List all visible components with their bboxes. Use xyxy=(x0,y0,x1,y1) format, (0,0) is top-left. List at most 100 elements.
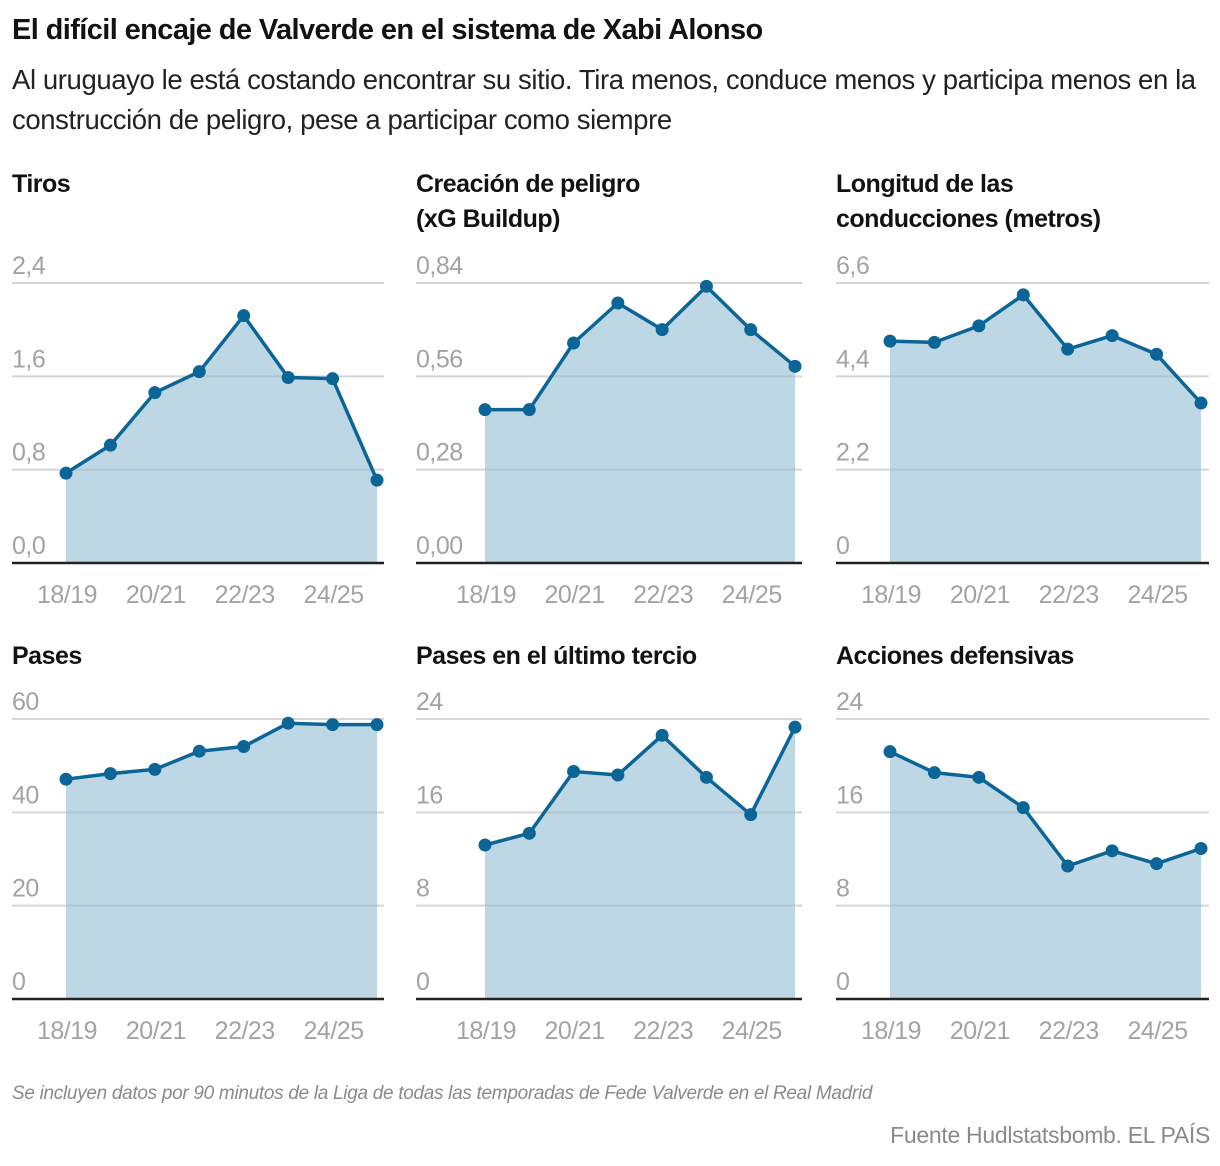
series-line xyxy=(485,284,797,412)
area-fill xyxy=(890,294,1201,563)
series-line xyxy=(889,750,1202,868)
data-point-18-19 xyxy=(883,334,897,348)
x-tick-label: 24/25 xyxy=(1128,1017,1188,1045)
data-point-22-23 xyxy=(655,728,669,742)
y-tick-label: 60 xyxy=(12,688,39,716)
data-point-18-19 xyxy=(59,466,73,480)
data-point-20-21 xyxy=(972,770,986,784)
data-point-19-20 xyxy=(103,438,117,452)
x-tick-label: 20/21 xyxy=(545,1017,605,1045)
x-tick-label: 18/19 xyxy=(37,581,97,609)
data-point-23-24 xyxy=(281,371,295,384)
data-point-25-26 xyxy=(370,718,384,732)
x-tick-label: 18/19 xyxy=(861,1017,921,1045)
y-tick-label: 0,0 xyxy=(12,532,45,560)
x-tick-label: 20/21 xyxy=(950,1017,1010,1045)
y-tick-label: 0,84 xyxy=(416,252,463,280)
data-point-21-22 xyxy=(192,365,206,379)
data-point-21-22 xyxy=(192,744,206,758)
x-tick-label: 18/19 xyxy=(37,1017,97,1045)
panel-title-tiros: Tiros xyxy=(12,170,71,198)
data-point-19-20 xyxy=(522,826,536,840)
data-point-20-21 xyxy=(972,319,986,333)
data-point-18-19 xyxy=(478,838,492,852)
source-credit: Fuente Hudlstatsbomb. EL PAÍS xyxy=(890,1122,1210,1148)
data-point-18-19 xyxy=(59,772,73,786)
data-point-25-26 xyxy=(788,720,802,734)
x-tick-label: 24/25 xyxy=(1128,581,1188,609)
data-point-20-21 xyxy=(567,765,581,778)
series-line xyxy=(484,726,797,847)
data-point-25-26 xyxy=(370,473,384,487)
chart-subtitle: Al uruguayo le está costando encontrar s… xyxy=(12,64,1196,135)
panel-title-longitud-conducciones: Longitud de las conducciones (metros) xyxy=(836,170,1101,233)
y-tick-label: 24 xyxy=(416,688,443,716)
y-tick-label: 20 xyxy=(12,875,39,903)
x-tick-label: 22/23 xyxy=(633,1017,693,1045)
data-point-24-25 xyxy=(1150,857,1164,871)
data-point-19-20 xyxy=(927,766,941,780)
x-tick-label: 24/25 xyxy=(304,1017,364,1045)
data-point-22-23 xyxy=(237,740,251,754)
x-tick-label: 24/25 xyxy=(304,581,364,609)
data-point-20-21 xyxy=(148,386,162,400)
y-tick-label: 6,6 xyxy=(836,252,869,280)
x-tick-label: 22/23 xyxy=(1039,581,1099,609)
chart-title: El difícil encaje de Valverde en el sist… xyxy=(12,14,763,46)
panel-title-xg-buildup: Creación de peligro (xG Buildup) xyxy=(416,170,640,233)
y-tick-label: 0,56 xyxy=(416,345,463,373)
x-tick-label: 20/21 xyxy=(126,1017,186,1045)
area-fill xyxy=(485,727,795,999)
y-tick-label: 0,00 xyxy=(416,532,463,560)
y-tick-label: 16 xyxy=(836,781,863,809)
data-point-24-25 xyxy=(744,808,758,822)
data-point-22-23 xyxy=(237,309,251,323)
y-tick-label: 0 xyxy=(416,968,429,996)
data-point-24-25 xyxy=(744,323,758,337)
x-tick-label: 22/23 xyxy=(633,581,693,609)
y-tick-label: 16 xyxy=(416,781,443,809)
data-point-24-25 xyxy=(1150,347,1164,361)
y-tick-label: 2,2 xyxy=(836,439,869,467)
data-point-23-24 xyxy=(699,279,713,293)
y-tick-label: 24 xyxy=(836,688,863,716)
data-point-21-22 xyxy=(1016,801,1030,815)
y-tick-label: 0,28 xyxy=(416,439,463,467)
data-point-23-24 xyxy=(1105,329,1119,343)
data-point-21-22 xyxy=(1016,288,1030,302)
data-point-21-22 xyxy=(611,296,625,310)
data-point-25-26 xyxy=(1194,396,1208,410)
x-tick-label: 20/21 xyxy=(545,581,605,609)
area-fill xyxy=(66,315,377,563)
data-point-23-24 xyxy=(281,716,295,730)
y-tick-label: 0,8 xyxy=(12,439,45,467)
y-tick-label: 0 xyxy=(836,968,849,996)
series-line xyxy=(65,721,377,781)
x-tick-label: 18/19 xyxy=(456,1017,516,1045)
y-tick-label: 2,4 xyxy=(12,252,46,280)
x-tick-label: 22/23 xyxy=(215,1017,275,1045)
y-tick-label: 40 xyxy=(12,781,39,809)
y-tick-label: 0 xyxy=(12,968,25,996)
data-point-22-23 xyxy=(1061,859,1075,873)
x-tick-label: 24/25 xyxy=(722,1017,782,1045)
footnote: Se incluyen datos por 90 minutos de la L… xyxy=(12,1083,873,1104)
x-tick-label: 18/19 xyxy=(861,581,921,609)
data-point-19-20 xyxy=(927,335,941,349)
y-tick-label: 8 xyxy=(416,875,429,903)
data-point-20-21 xyxy=(567,336,581,350)
data-point-24-25 xyxy=(326,372,340,386)
data-point-20-21 xyxy=(148,762,162,776)
data-point-23-24 xyxy=(1105,844,1119,858)
y-tick-label: 1,6 xyxy=(12,345,45,373)
y-tick-label: 8 xyxy=(836,875,849,903)
panel-title-pases-ultimo-tercio: Pases en el último tercio xyxy=(416,642,697,670)
x-tick-label: 22/23 xyxy=(1039,1017,1099,1045)
series-line xyxy=(889,293,1203,405)
area-fill xyxy=(66,723,377,999)
x-tick-label: 18/19 xyxy=(456,581,516,609)
data-point-22-23 xyxy=(655,323,669,337)
data-point-19-20 xyxy=(522,403,536,417)
area-fill xyxy=(485,286,795,563)
data-point-18-19 xyxy=(478,403,492,417)
